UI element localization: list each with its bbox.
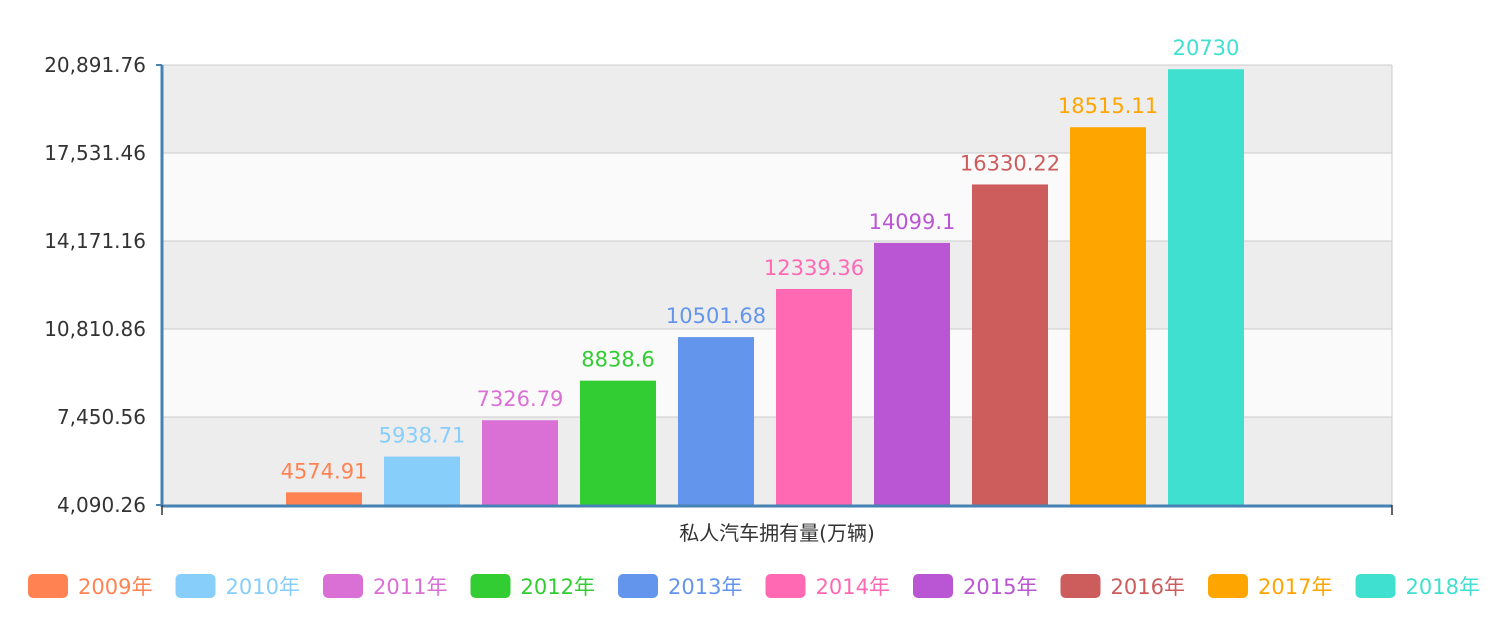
legend-swatch (913, 574, 953, 598)
legend-swatch (1355, 574, 1396, 598)
y-tick-label: 4,090.26 (57, 493, 146, 517)
y-tick-label: 10,810.86 (44, 317, 146, 341)
bar-2018年[interactable] (1168, 69, 1244, 505)
legend-label: 2015年 (963, 575, 1037, 599)
legend-label: 2012年 (521, 575, 595, 599)
y-tick-label: 17,531.46 (44, 141, 146, 165)
legend: 2009年 2010年 2011年 2012年 2013年 2014年 2015年 2016年… (28, 574, 1480, 599)
data-label: 8838.6 (581, 348, 654, 372)
bar-2015年[interactable] (874, 242, 950, 505)
y-tick-labels: 4,090.26 7,450.56 10,810.86 14,171.16 17,531… (44, 53, 146, 517)
legend-item[interactable]: 2014年 (765, 574, 890, 599)
legend-swatch (618, 574, 658, 598)
legend-item[interactable]: 2009年 (28, 574, 152, 599)
y-tick-label: 14,171.16 (44, 229, 146, 253)
data-label: 16330.22 (960, 151, 1060, 175)
legend-item[interactable]: 2012年 (470, 574, 595, 599)
legend-item[interactable]: 2015年 (913, 574, 1037, 599)
bar-2011年[interactable] (482, 420, 558, 505)
legend-item[interactable]: 2013年 (618, 574, 742, 599)
legend-swatch (175, 574, 216, 598)
data-labels: 4574.91 5938.71 7326.79 8838.6 10501.68 12339… (281, 36, 1240, 483)
legend-label: 2016年 (1111, 575, 1185, 599)
bar-2014年[interactable] (776, 288, 852, 505)
legend-swatch (28, 574, 68, 598)
legend-label: 2018年 (1406, 575, 1480, 599)
bar-2013年[interactable] (678, 337, 754, 505)
data-label: 18515.11 (1058, 94, 1158, 118)
data-label: 12339.36 (764, 256, 864, 280)
legend-swatch (323, 574, 363, 598)
legend-swatch (1208, 574, 1248, 598)
x-axis-label: 私人汽车拥有量(万辆) (679, 521, 875, 545)
bar-2009年[interactable] (286, 492, 362, 505)
data-label: 4574.91 (281, 459, 368, 483)
legend-item[interactable]: 2011年 (323, 574, 447, 599)
data-label: 5938.71 (379, 424, 466, 448)
legend-item[interactable]: 2016年 (1060, 574, 1185, 599)
axes (156, 64, 1393, 515)
data-label: 10501.68 (666, 304, 766, 328)
legend-label: 2011年 (373, 575, 447, 599)
legend-label: 2017年 (1258, 575, 1332, 599)
legend-item[interactable]: 2018年 (1355, 574, 1480, 599)
legend-label: 2014年 (816, 575, 890, 599)
y-tick-label: 7,450.56 (57, 405, 146, 429)
legend-swatch (765, 574, 806, 598)
bar-2010年[interactable] (384, 456, 460, 505)
legend-swatch (1060, 574, 1101, 598)
bar-2017年[interactable] (1070, 127, 1146, 505)
data-label: 7326.79 (477, 387, 564, 411)
bar-2012年[interactable] (580, 380, 656, 505)
legend-swatch (470, 574, 511, 598)
legend-item[interactable]: 2017年 (1208, 574, 1332, 599)
legend-label: 2013年 (668, 575, 742, 599)
y-tick-label: 20,891.76 (44, 53, 146, 77)
data-label: 14099.1 (869, 210, 956, 234)
data-label: 20730 (1173, 36, 1240, 60)
legend-label: 2010年 (226, 575, 300, 599)
legend-label: 2009年 (78, 575, 152, 599)
bar-2016年[interactable] (972, 184, 1048, 505)
bars (286, 69, 1244, 505)
legend-item[interactable]: 2010年 (175, 574, 300, 599)
